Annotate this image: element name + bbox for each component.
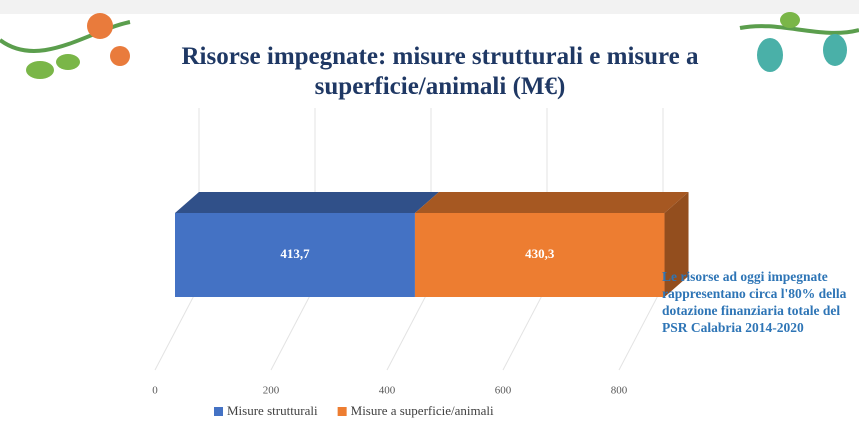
leaf bbox=[87, 13, 113, 39]
bar-top bbox=[175, 192, 439, 213]
legend-swatch bbox=[338, 407, 347, 416]
legend-swatch bbox=[214, 407, 223, 416]
page: 0 200 400 600 800 413,7 430,3 Misure struttural… bbox=[0, 0, 859, 432]
leaf bbox=[780, 12, 800, 28]
bar-top bbox=[415, 192, 689, 213]
leaf bbox=[26, 61, 54, 79]
x-tick-label: 0 bbox=[152, 385, 158, 397]
legend-label: Misure strutturali bbox=[227, 403, 318, 418]
data-label: 413,7 bbox=[280, 246, 310, 261]
vine bbox=[740, 26, 859, 33]
x-tick-label: 600 bbox=[495, 385, 512, 397]
annotation: Le risorse ad oggi impegnate rappresenta… bbox=[662, 268, 857, 336]
leaf bbox=[823, 34, 847, 66]
x-tick-label: 200 bbox=[263, 385, 280, 397]
top-band bbox=[0, 0, 859, 14]
x-tick-label: 800 bbox=[611, 385, 628, 397]
x-tick-label: 400 bbox=[379, 385, 396, 397]
chart-title: Risorse impegnate: misure strutturali e … bbox=[110, 42, 770, 102]
data-label: 430,3 bbox=[525, 246, 555, 261]
leaf bbox=[56, 54, 80, 70]
legend-label: Misure a superficie/animali bbox=[351, 403, 494, 418]
